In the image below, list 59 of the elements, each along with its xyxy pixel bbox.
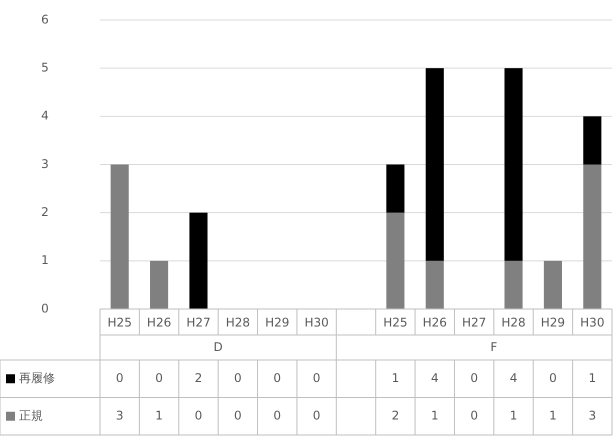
x-tick-label: H26 xyxy=(146,315,172,330)
text: D xyxy=(214,340,223,354)
data-label: 4 xyxy=(510,371,518,386)
data-label: 0 xyxy=(470,408,478,423)
y-tick-label: 1 xyxy=(41,253,49,268)
y-tick-label: 0 xyxy=(41,301,49,316)
y-tick-label: 6 xyxy=(41,12,49,26)
bar xyxy=(189,212,208,309)
bar xyxy=(110,164,129,309)
data-label: 0 xyxy=(273,408,282,423)
bar xyxy=(386,164,404,213)
data-label: 3 xyxy=(116,408,124,423)
x-tick-label: H25 xyxy=(108,315,132,330)
x-tick-label: H30 xyxy=(304,315,329,330)
x-tick-label: H28 xyxy=(501,315,526,330)
x-tick-label: H26 xyxy=(422,315,447,330)
y-tick-label: 3 xyxy=(41,156,49,171)
data-label: 0 xyxy=(116,371,124,386)
x-tick-label: H28 xyxy=(226,315,250,330)
bar xyxy=(504,68,523,261)
y-tick-label: 5 xyxy=(41,60,49,74)
x-tick-label: H29 xyxy=(265,315,290,330)
x-tick-label: H29 xyxy=(540,315,566,330)
x-tick-label: H25 xyxy=(383,315,408,330)
data-label: 1 xyxy=(392,371,400,386)
data-label: 0 xyxy=(234,408,242,423)
bar xyxy=(583,164,602,309)
text: F xyxy=(490,340,498,354)
data-label: 1 xyxy=(549,408,557,423)
data-label: 0 xyxy=(549,371,557,386)
bar xyxy=(583,116,602,164)
data-label: 0 xyxy=(234,371,242,386)
data-label: 1 xyxy=(588,371,596,386)
data-label: 1 xyxy=(430,408,439,423)
y-tick-label: 2 xyxy=(41,204,49,219)
x-tick-label: H30 xyxy=(580,315,604,330)
data-label: 0 xyxy=(470,371,478,386)
data-label: 2 xyxy=(392,408,400,423)
bar xyxy=(386,212,404,309)
x-tick-label: H27 xyxy=(462,315,486,330)
bar xyxy=(426,260,444,309)
y-tick-label: 4 xyxy=(41,108,49,123)
data-label: 0 xyxy=(312,408,320,423)
data-label: 0 xyxy=(312,371,320,386)
x-tick-label: H27 xyxy=(186,315,211,330)
data-label: 3 xyxy=(588,408,596,423)
data-label: 4 xyxy=(430,371,439,386)
legend-label: 再履修 xyxy=(19,371,55,386)
bar xyxy=(150,260,168,309)
bar xyxy=(426,68,444,261)
bar xyxy=(544,260,562,309)
data-label: 2 xyxy=(194,371,202,386)
bar xyxy=(504,260,523,309)
data-label: 0 xyxy=(273,371,282,386)
legend-label: 正規 xyxy=(19,408,43,423)
data-label: 1 xyxy=(510,408,518,423)
data-label: 0 xyxy=(194,408,202,423)
data-label: 0 xyxy=(155,371,163,386)
data-label: 1 xyxy=(155,408,163,423)
